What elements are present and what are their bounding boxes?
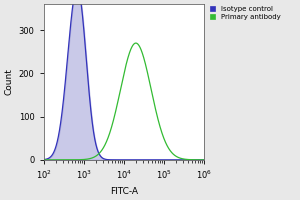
X-axis label: FITC-A: FITC-A	[110, 187, 138, 196]
Y-axis label: Count: Count	[4, 69, 13, 95]
Legend: Isotype control, Primary antibody: Isotype control, Primary antibody	[209, 5, 282, 21]
